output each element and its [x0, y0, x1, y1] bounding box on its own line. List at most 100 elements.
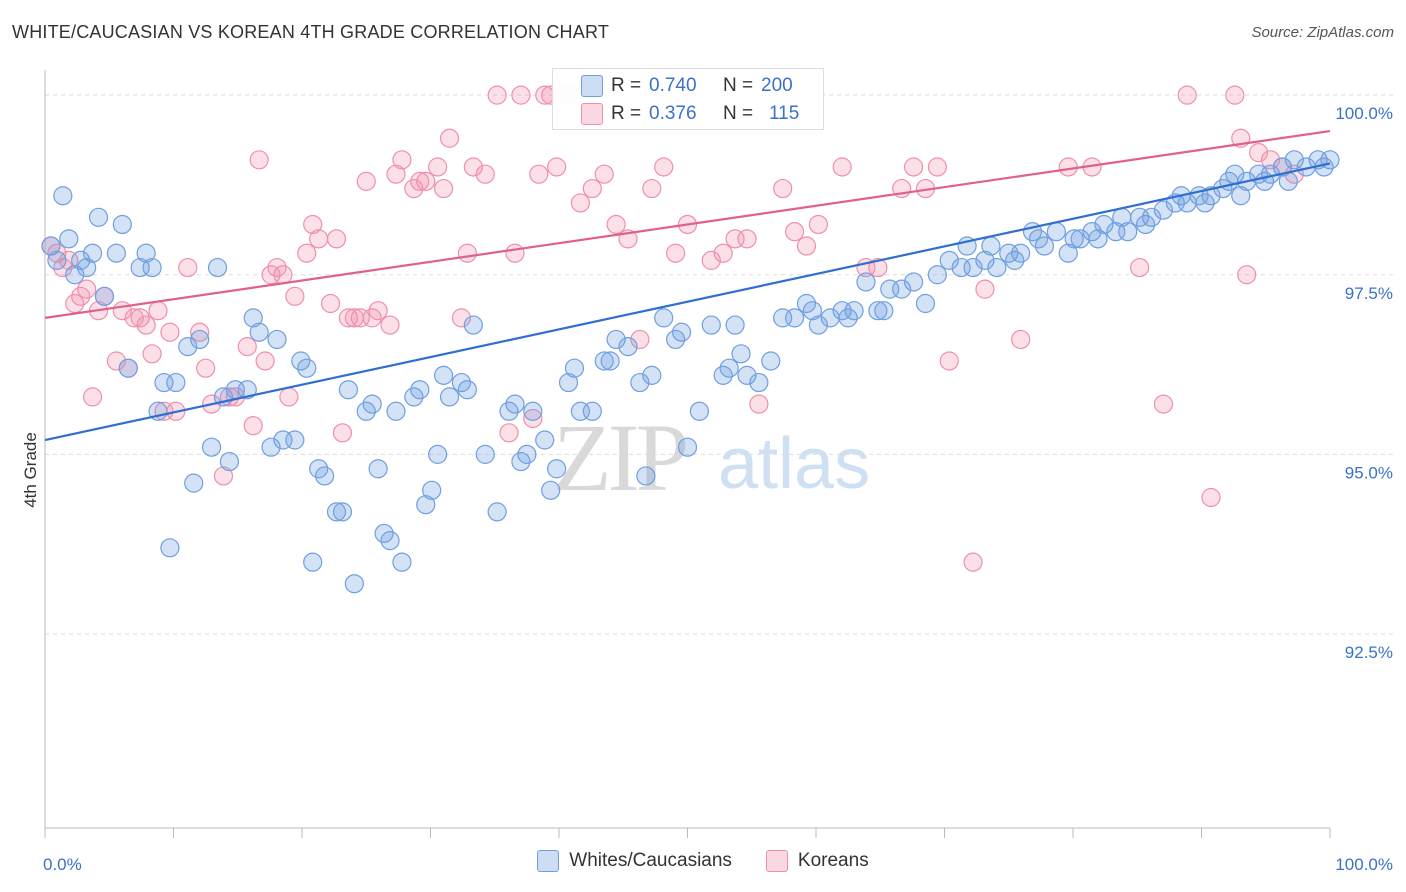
white-point [1141, 207, 1162, 227]
white-point [1058, 243, 1078, 263]
white-point [106, 243, 126, 263]
white-point [422, 480, 442, 500]
white-point [315, 466, 335, 486]
korean-point [297, 243, 317, 263]
white-point [1064, 229, 1084, 249]
korean-point [1153, 394, 1174, 414]
korean-point [178, 257, 198, 278]
legend-item-white[interactable]: Whites/Caucasians [537, 850, 732, 872]
white-point [88, 207, 109, 227]
legend-label-korean: Koreans [797, 850, 869, 871]
legend: Whites/Caucasians Koreans [0, 850, 1406, 872]
korean-point [463, 157, 483, 177]
korean-point [160, 322, 180, 342]
white-point [802, 301, 823, 321]
white-point [219, 451, 240, 472]
tick-labels: 92.5% 95.0% 97.5% 100.0% 0.0% 100.0% [43, 104, 1393, 874]
white-point [541, 480, 561, 500]
korean-point [416, 171, 436, 191]
white-point [844, 301, 864, 321]
korean-point [190, 322, 210, 342]
korean-point [784, 222, 805, 242]
white-point [1320, 150, 1340, 170]
white-point [1011, 243, 1031, 263]
korean-point [303, 214, 323, 235]
korean-point [386, 164, 406, 184]
korean-point [475, 164, 495, 184]
korean-point [1260, 150, 1281, 170]
korean-point [1011, 329, 1031, 350]
chart-title: WHITE/CAUCASIAN VS KOREAN 4TH GRADE CORR… [12, 22, 610, 42]
legend-item-korean[interactable]: Koreans [765, 850, 869, 872]
watermark-atlas: atlas [718, 424, 870, 504]
korean-point [939, 351, 959, 371]
white-point [677, 437, 698, 457]
korean-point [82, 387, 103, 407]
korean-point [457, 243, 477, 263]
white-point [184, 473, 204, 493]
white-point [1046, 222, 1066, 242]
stats-n-value: 200 [761, 75, 793, 96]
korean-point [737, 229, 757, 249]
korean-point [594, 164, 614, 184]
watermark-zip: ZIP [553, 404, 686, 511]
white-point [749, 372, 769, 393]
korean-point [808, 214, 828, 235]
x-tick-label: 100.0% [1335, 855, 1393, 874]
white-point [386, 401, 406, 421]
korean-point [606, 214, 626, 235]
stats-r-value: 0.376 [649, 103, 697, 124]
white-point [237, 380, 257, 400]
korean-point [749, 394, 769, 414]
korean-trendline [44, 129, 1331, 319]
white-point [94, 286, 115, 306]
korean-point [392, 150, 412, 170]
korean-point [963, 552, 983, 572]
korean-point [279, 387, 299, 407]
korean-point [320, 293, 341, 314]
white-point [642, 365, 662, 385]
white-point [654, 308, 674, 328]
korean-point [428, 157, 448, 177]
white-point [963, 257, 983, 278]
white-point [207, 257, 228, 278]
white-trendline [44, 162, 1331, 442]
white-point [1278, 171, 1298, 191]
white-point [600, 351, 620, 371]
korean-point [582, 178, 602, 199]
white-point [731, 344, 751, 364]
korean-point [487, 85, 507, 105]
white-point [463, 315, 483, 335]
korean-point [630, 329, 650, 350]
white-point [428, 444, 448, 464]
korean-point [529, 164, 549, 184]
white-point [47, 250, 67, 270]
white-point [987, 257, 1007, 278]
white-point [82, 243, 103, 263]
white-point [77, 257, 97, 278]
stats-legend-box: R = 0.740 N = 200 R = 0.376 N = 115 [552, 68, 824, 130]
white-point [547, 459, 567, 479]
white-point [1272, 157, 1293, 177]
white-point [719, 358, 739, 378]
y-axis-label: 4th Grade [21, 432, 40, 508]
white-point [249, 322, 269, 342]
korean-point [380, 315, 400, 335]
stats-n-value: 115 [769, 103, 800, 124]
stats-n-label: N = [723, 103, 754, 124]
korean-point [1201, 487, 1221, 508]
korean-point [701, 250, 721, 270]
stats-n-label: N = [723, 75, 754, 96]
legend-swatch-white [537, 850, 560, 872]
korean-point [654, 157, 674, 177]
korean-point [1225, 85, 1245, 105]
korean-point [439, 128, 460, 148]
watermark: ZIP atlas [553, 404, 870, 511]
white-point [874, 301, 894, 321]
white-point [243, 308, 263, 328]
korean-point [547, 157, 567, 177]
korean-point [243, 416, 263, 436]
korean-point [499, 423, 519, 443]
white-point [439, 387, 460, 407]
white-point [725, 315, 745, 335]
